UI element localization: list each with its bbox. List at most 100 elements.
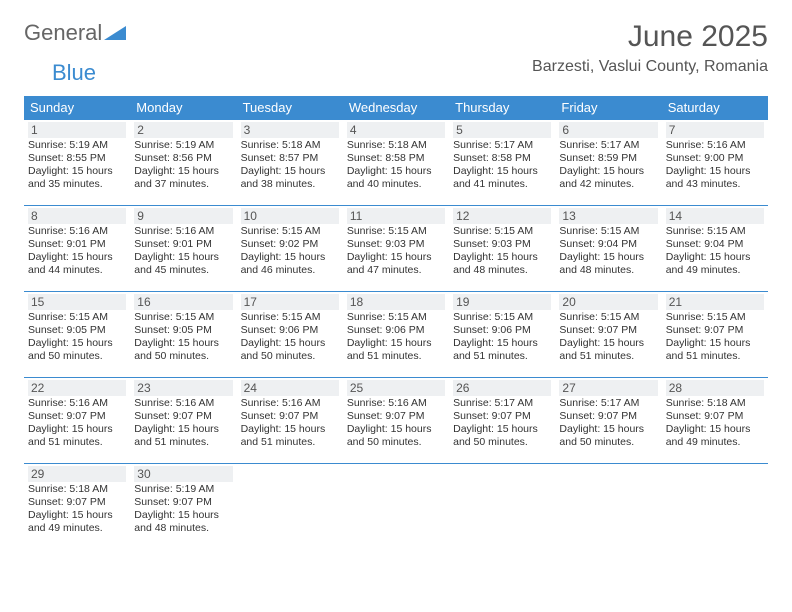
day-number: 1: [28, 122, 126, 138]
calendar-cell: 24Sunrise: 5:16 AMSunset: 9:07 PMDayligh…: [237, 378, 343, 464]
day-info: Sunrise: 5:17 AMSunset: 8:58 PMDaylight:…: [453, 139, 551, 192]
calendar-cell: 5Sunrise: 5:17 AMSunset: 8:58 PMDaylight…: [449, 120, 555, 206]
calendar-cell: [237, 464, 343, 550]
day-number: 29: [28, 466, 126, 482]
day-info: Sunrise: 5:16 AMSunset: 9:07 PMDaylight:…: [347, 397, 445, 450]
day-number: 22: [28, 380, 126, 396]
weekday-header: Wednesday: [343, 96, 449, 120]
day-number: 30: [134, 466, 232, 482]
day-info: Sunrise: 5:16 AMSunset: 9:01 PMDaylight:…: [28, 225, 126, 278]
day-info: Sunrise: 5:16 AMSunset: 9:01 PMDaylight:…: [134, 225, 232, 278]
calendar-cell: [449, 464, 555, 550]
day-number: 3: [241, 122, 339, 138]
calendar-week-row: 22Sunrise: 5:16 AMSunset: 9:07 PMDayligh…: [24, 378, 768, 464]
day-number: 13: [559, 208, 657, 224]
calendar-cell: 6Sunrise: 5:17 AMSunset: 8:59 PMDaylight…: [555, 120, 661, 206]
day-info: Sunrise: 5:15 AMSunset: 9:04 PMDaylight:…: [666, 225, 764, 278]
day-info: Sunrise: 5:15 AMSunset: 9:07 PMDaylight:…: [666, 311, 764, 364]
calendar-cell: 15Sunrise: 5:15 AMSunset: 9:05 PMDayligh…: [24, 292, 130, 378]
day-info: Sunrise: 5:15 AMSunset: 9:05 PMDaylight:…: [134, 311, 232, 364]
day-number: 11: [347, 208, 445, 224]
calendar-cell: 30Sunrise: 5:19 AMSunset: 9:07 PMDayligh…: [130, 464, 236, 550]
day-number: 9: [134, 208, 232, 224]
calendar-week-row: 29Sunrise: 5:18 AMSunset: 9:07 PMDayligh…: [24, 464, 768, 550]
day-number: 5: [453, 122, 551, 138]
calendar-cell: 26Sunrise: 5:17 AMSunset: 9:07 PMDayligh…: [449, 378, 555, 464]
weekday-header: Thursday: [449, 96, 555, 120]
day-number: 4: [347, 122, 445, 138]
day-info: Sunrise: 5:16 AMSunset: 9:07 PMDaylight:…: [134, 397, 232, 450]
calendar-cell: 4Sunrise: 5:18 AMSunset: 8:58 PMDaylight…: [343, 120, 449, 206]
calendar-week-row: 8Sunrise: 5:16 AMSunset: 9:01 PMDaylight…: [24, 206, 768, 292]
calendar-cell: 20Sunrise: 5:15 AMSunset: 9:07 PMDayligh…: [555, 292, 661, 378]
calendar-cell: 19Sunrise: 5:15 AMSunset: 9:06 PMDayligh…: [449, 292, 555, 378]
calendar-cell: 17Sunrise: 5:15 AMSunset: 9:06 PMDayligh…: [237, 292, 343, 378]
day-info: Sunrise: 5:18 AMSunset: 8:57 PMDaylight:…: [241, 139, 339, 192]
day-info: Sunrise: 5:15 AMSunset: 9:06 PMDaylight:…: [453, 311, 551, 364]
calendar-cell: 2Sunrise: 5:19 AMSunset: 8:56 PMDaylight…: [130, 120, 236, 206]
day-info: Sunrise: 5:15 AMSunset: 9:07 PMDaylight:…: [559, 311, 657, 364]
calendar-week-row: 15Sunrise: 5:15 AMSunset: 9:05 PMDayligh…: [24, 292, 768, 378]
day-number: 12: [453, 208, 551, 224]
weekday-header-row: Sunday Monday Tuesday Wednesday Thursday…: [24, 96, 768, 120]
day-info: Sunrise: 5:17 AMSunset: 9:07 PMDaylight:…: [453, 397, 551, 450]
calendar-cell: [662, 464, 768, 550]
day-number: 26: [453, 380, 551, 396]
day-info: Sunrise: 5:18 AMSunset: 8:58 PMDaylight:…: [347, 139, 445, 192]
calendar-cell: [555, 464, 661, 550]
calendar-cell: 3Sunrise: 5:18 AMSunset: 8:57 PMDaylight…: [237, 120, 343, 206]
day-info: Sunrise: 5:17 AMSunset: 9:07 PMDaylight:…: [559, 397, 657, 450]
day-info: Sunrise: 5:19 AMSunset: 8:55 PMDaylight:…: [28, 139, 126, 192]
day-info: Sunrise: 5:15 AMSunset: 9:04 PMDaylight:…: [559, 225, 657, 278]
calendar-cell: 13Sunrise: 5:15 AMSunset: 9:04 PMDayligh…: [555, 206, 661, 292]
day-info: Sunrise: 5:17 AMSunset: 8:59 PMDaylight:…: [559, 139, 657, 192]
page-title: June 2025: [532, 20, 768, 54]
weekday-header: Sunday: [24, 96, 130, 120]
calendar-cell: 14Sunrise: 5:15 AMSunset: 9:04 PMDayligh…: [662, 206, 768, 292]
weekday-header: Tuesday: [237, 96, 343, 120]
day-number: 23: [134, 380, 232, 396]
day-info: Sunrise: 5:19 AMSunset: 8:56 PMDaylight:…: [134, 139, 232, 192]
calendar-cell: 11Sunrise: 5:15 AMSunset: 9:03 PMDayligh…: [343, 206, 449, 292]
day-info: Sunrise: 5:16 AMSunset: 9:07 PMDaylight:…: [241, 397, 339, 450]
weekday-header: Monday: [130, 96, 236, 120]
day-number: 25: [347, 380, 445, 396]
calendar-cell: 21Sunrise: 5:15 AMSunset: 9:07 PMDayligh…: [662, 292, 768, 378]
day-info: Sunrise: 5:15 AMSunset: 9:06 PMDaylight:…: [347, 311, 445, 364]
calendar-cell: 9Sunrise: 5:16 AMSunset: 9:01 PMDaylight…: [130, 206, 236, 292]
calendar-cell: 12Sunrise: 5:15 AMSunset: 9:03 PMDayligh…: [449, 206, 555, 292]
day-number: 18: [347, 294, 445, 310]
calendar-cell: 25Sunrise: 5:16 AMSunset: 9:07 PMDayligh…: [343, 378, 449, 464]
calendar-cell: 23Sunrise: 5:16 AMSunset: 9:07 PMDayligh…: [130, 378, 236, 464]
day-number: 28: [666, 380, 764, 396]
day-info: Sunrise: 5:15 AMSunset: 9:02 PMDaylight:…: [241, 225, 339, 278]
day-number: 20: [559, 294, 657, 310]
day-number: 16: [134, 294, 232, 310]
logo: General: [24, 20, 128, 46]
calendar-cell: 18Sunrise: 5:15 AMSunset: 9:06 PMDayligh…: [343, 292, 449, 378]
day-number: 14: [666, 208, 764, 224]
calendar-cell: 22Sunrise: 5:16 AMSunset: 9:07 PMDayligh…: [24, 378, 130, 464]
logo-triangle-icon: [104, 22, 126, 45]
calendar-body: 1Sunrise: 5:19 AMSunset: 8:55 PMDaylight…: [24, 120, 768, 550]
calendar-cell: [343, 464, 449, 550]
day-number: 24: [241, 380, 339, 396]
day-info: Sunrise: 5:15 AMSunset: 9:03 PMDaylight:…: [453, 225, 551, 278]
day-number: 21: [666, 294, 764, 310]
calendar-week-row: 1Sunrise: 5:19 AMSunset: 8:55 PMDaylight…: [24, 120, 768, 206]
day-info: Sunrise: 5:15 AMSunset: 9:06 PMDaylight:…: [241, 311, 339, 364]
weekday-header: Saturday: [662, 96, 768, 120]
day-info: Sunrise: 5:16 AMSunset: 9:07 PMDaylight:…: [28, 397, 126, 450]
day-info: Sunrise: 5:15 AMSunset: 9:03 PMDaylight:…: [347, 225, 445, 278]
day-info: Sunrise: 5:19 AMSunset: 9:07 PMDaylight:…: [134, 483, 232, 536]
day-number: 10: [241, 208, 339, 224]
calendar-cell: 27Sunrise: 5:17 AMSunset: 9:07 PMDayligh…: [555, 378, 661, 464]
day-info: Sunrise: 5:16 AMSunset: 9:00 PMDaylight:…: [666, 139, 764, 192]
day-number: 2: [134, 122, 232, 138]
calendar-cell: 16Sunrise: 5:15 AMSunset: 9:05 PMDayligh…: [130, 292, 236, 378]
calendar-cell: 1Sunrise: 5:19 AMSunset: 8:55 PMDaylight…: [24, 120, 130, 206]
calendar-cell: 7Sunrise: 5:16 AMSunset: 9:00 PMDaylight…: [662, 120, 768, 206]
day-number: 7: [666, 122, 764, 138]
calendar-cell: 29Sunrise: 5:18 AMSunset: 9:07 PMDayligh…: [24, 464, 130, 550]
day-number: 27: [559, 380, 657, 396]
